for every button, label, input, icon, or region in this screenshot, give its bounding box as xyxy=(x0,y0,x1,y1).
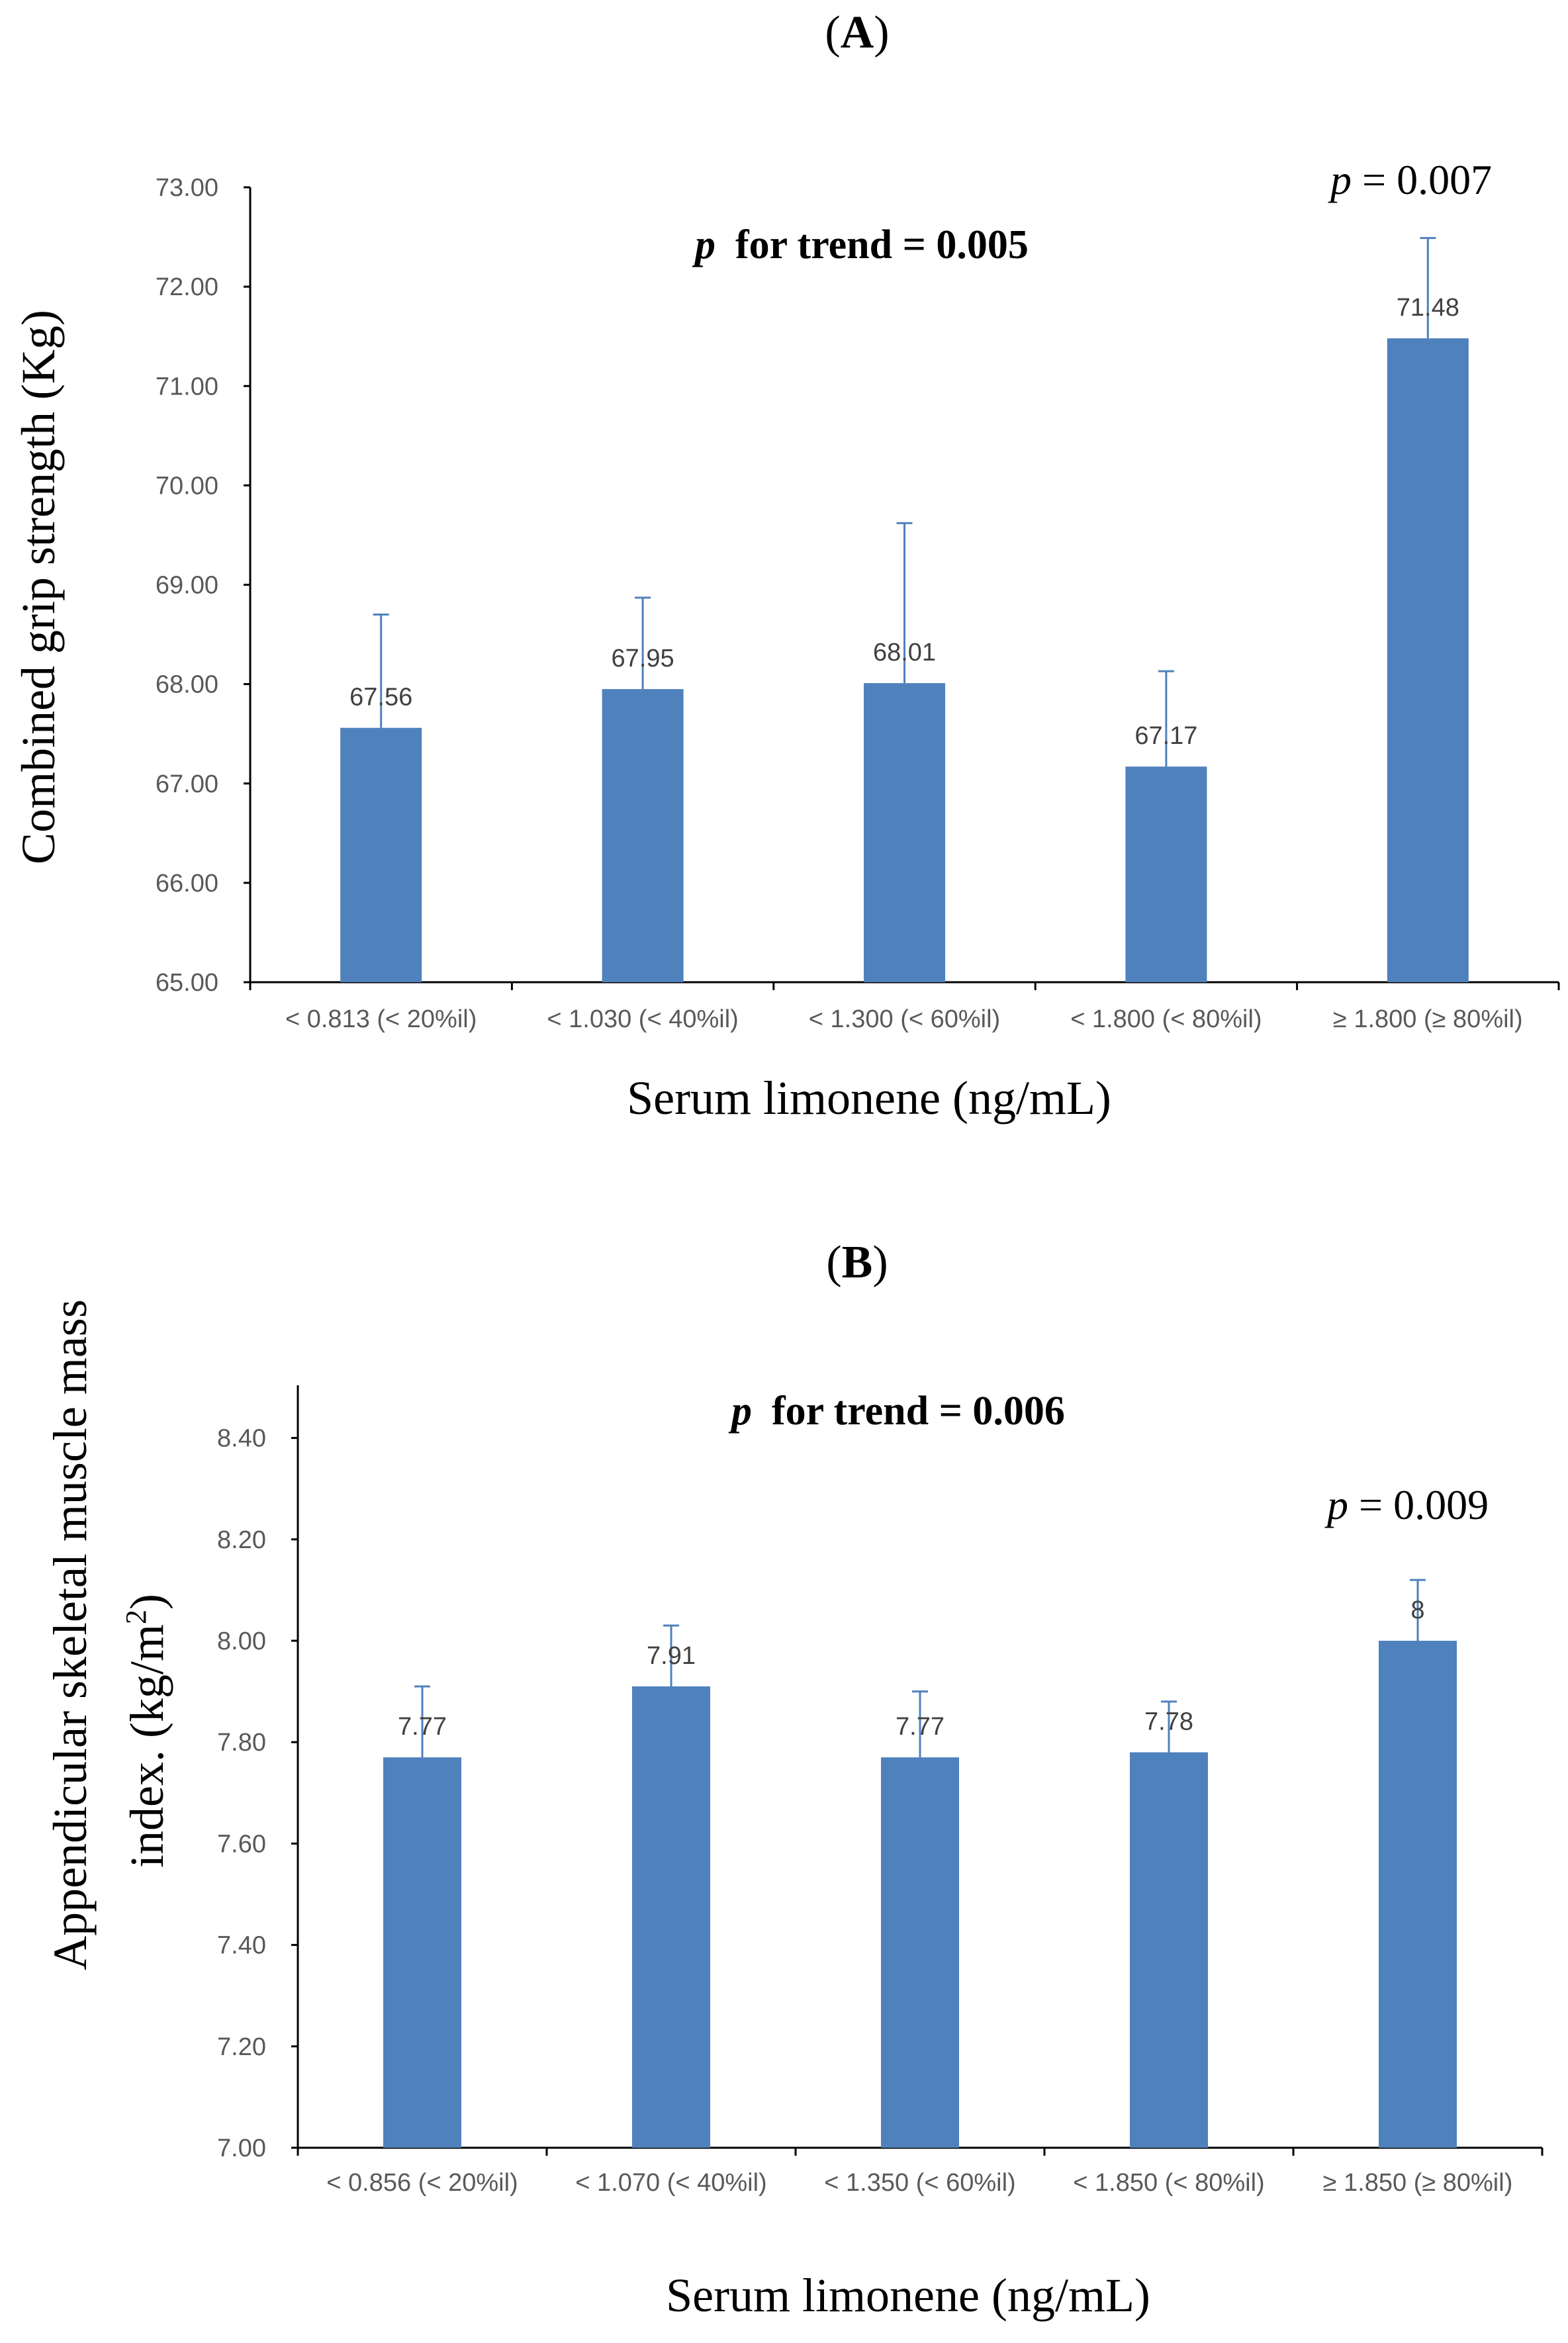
panel-a-plot: 65.00 66.00 67.00 68.00 69.00 70.00 71.00 72.00… xyxy=(156,174,1560,1033)
panel-a-y-tick-label: 66.00 xyxy=(156,870,218,897)
panel-b: (B) p for trend = 0.006 p = 0.009 Appendic… xyxy=(44,1237,1544,2322)
panel-b-bar xyxy=(1379,1641,1457,2148)
panel-b-data-label: 7.77 xyxy=(896,1713,945,1741)
panel-a-data-label: 67.17 xyxy=(1134,722,1197,750)
panel-a-category-label: < 1.030 (< 40%il) xyxy=(547,1005,738,1033)
panel-a-y-tick-label: 73.00 xyxy=(156,174,218,202)
panel-b-plot: 7.00 7.20 7.40 7.60 7.80 8.00 8.20 8.40 7.77 < 0.… xyxy=(217,1385,1544,2197)
panel-a-y-tick-label: 71.00 xyxy=(156,373,218,400)
panel-a-category-label: < 0.813 (< 20%il) xyxy=(285,1005,477,1033)
panel-b-data-label: 7.77 xyxy=(398,1713,447,1741)
panel-b-y-axis-title-line1: Appendicular skeletal muscle mass xyxy=(44,1299,97,1970)
panel-b-data-label: 7.91 xyxy=(647,1642,696,1670)
panel-b-bar xyxy=(632,1686,710,2148)
panel-b-y-tick-label: 7.40 xyxy=(217,1932,266,1960)
panel-b-y-tick-label: 7.60 xyxy=(217,1830,266,1858)
panel-b-x-axis-title: Serum limonene (ng/mL) xyxy=(666,2269,1150,2322)
panel-b-category-label: ≥ 1.850 (≥ 80%il) xyxy=(1323,2169,1513,2197)
panel-b-category-label: < 0.856 (< 20%il) xyxy=(326,2169,518,2197)
panel-b-data-label: 8 xyxy=(1410,1596,1424,1624)
panel-a-data-label: 67.95 xyxy=(612,645,674,672)
panel-a-category-label: < 1.300 (< 60%il) xyxy=(809,1005,1000,1033)
panel-b-y-tick-label: 8.20 xyxy=(217,1526,266,1554)
panel-a: (A) p for trend = 0.005 p = 0.007 Combined… xyxy=(12,7,1560,1125)
panel-a-y-tick-label: 70.00 xyxy=(156,472,218,500)
panel-a-y-tick-label: 72.00 xyxy=(156,273,218,301)
panel-b-y-tick-label: 7.80 xyxy=(217,1729,266,1757)
panel-a-y-tick-label: 65.00 xyxy=(156,969,218,997)
panel-a-data-label: 67.56 xyxy=(349,684,412,712)
panel-a-label: (A) xyxy=(825,7,889,58)
panel-b-bar xyxy=(1130,1752,1208,2148)
panel-a-x-axis-title: Serum limonene (ng/mL) xyxy=(627,1072,1111,1125)
panel-a-y-tick-label: 67.00 xyxy=(156,770,218,798)
panel-a-data-label: 71.48 xyxy=(1397,294,1459,322)
panel-a-significance-annotation: p = 0.007 xyxy=(1328,156,1492,203)
panel-b-y-tick-label: 7.00 xyxy=(217,2135,266,2162)
panel-a-category-label: < 1.800 (< 80%il) xyxy=(1070,1005,1262,1033)
panel-a-bar xyxy=(602,689,684,982)
panel-b-bar xyxy=(881,1757,959,2148)
panel-a-data-label: 68.01 xyxy=(873,639,936,666)
panel-b-y-axis-title: Appendicular skeletal muscle mass index.… xyxy=(44,1299,173,1970)
panel-b-category-label: < 1.850 (< 80%il) xyxy=(1073,2169,1264,2197)
panel-b-y-tick-label: 8.40 xyxy=(217,1425,266,1453)
panel-a-y-axis-title: Combined grip strength (Kg) xyxy=(12,310,65,864)
panel-a-bar xyxy=(1125,766,1207,982)
panel-a-trend-annotation: p for trend = 0.005 xyxy=(692,222,1029,267)
panel-b-significance-annotation: p = 0.009 xyxy=(1324,1481,1489,1528)
panel-a-bar xyxy=(1387,338,1469,982)
panel-a-bar xyxy=(864,683,945,982)
panel-b-y-axis-title-line2: index. (kg/m2) xyxy=(120,1594,173,1868)
panel-b-data-label: 7.78 xyxy=(1144,1708,1193,1736)
panel-b-y-tick-label: 7.20 xyxy=(217,2033,266,2061)
panel-a-category-label: ≥ 1.800 (≥ 80%il) xyxy=(1333,1005,1523,1033)
panel-b-category-label: < 1.350 (< 60%il) xyxy=(824,2169,1015,2197)
panel-b-category-label: < 1.070 (< 40%il) xyxy=(575,2169,766,2197)
panel-a-bar xyxy=(340,727,422,982)
panel-b-label: (B) xyxy=(826,1237,888,1288)
panel-b-trend-annotation: p for trend = 0.006 xyxy=(728,1389,1065,1434)
panel-a-y-tick-label: 68.00 xyxy=(156,671,218,699)
panel-a-y-tick-label: 69.00 xyxy=(156,572,218,600)
panel-b-bar xyxy=(383,1757,461,2148)
panel-b-y-tick-label: 8.00 xyxy=(217,1628,266,1655)
